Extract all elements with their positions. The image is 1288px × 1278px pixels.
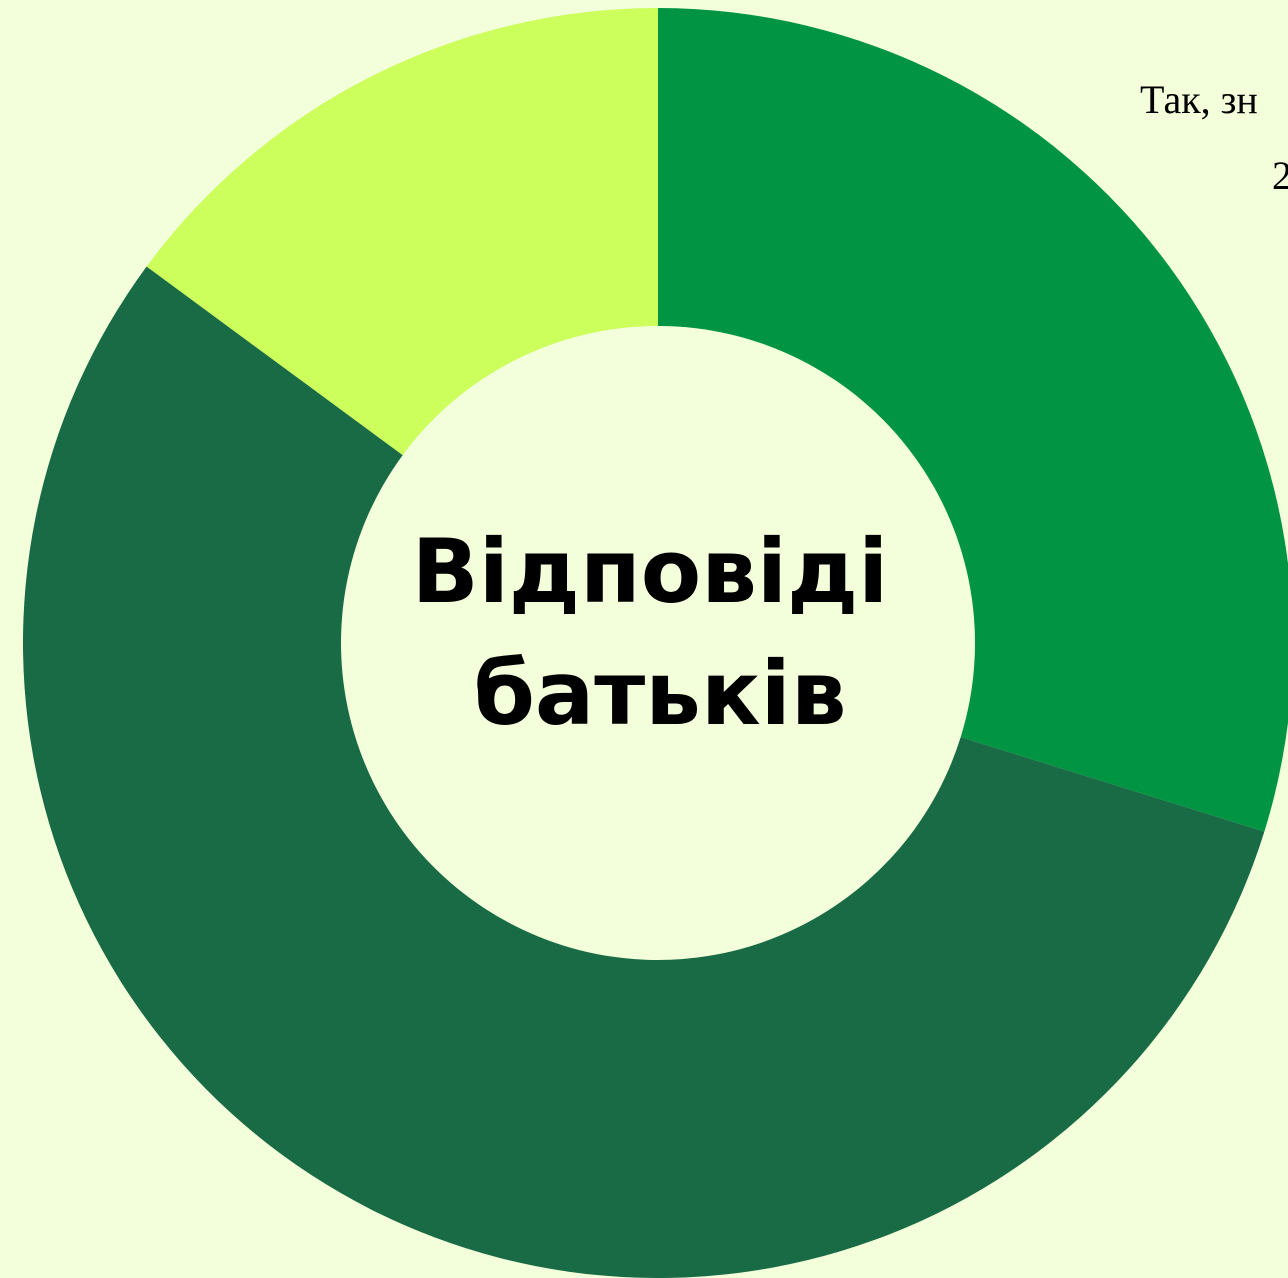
donut-slice — [658, 8, 1288, 832]
data-label: Так, зн — [1140, 77, 1258, 122]
center-text: Відповіді — [412, 520, 889, 623]
donut-slice — [23, 266, 1265, 1278]
slices — [23, 8, 1288, 1278]
data-label: 2 — [1272, 153, 1288, 198]
donut-slice — [146, 8, 658, 456]
center-text: батьків — [473, 642, 846, 745]
